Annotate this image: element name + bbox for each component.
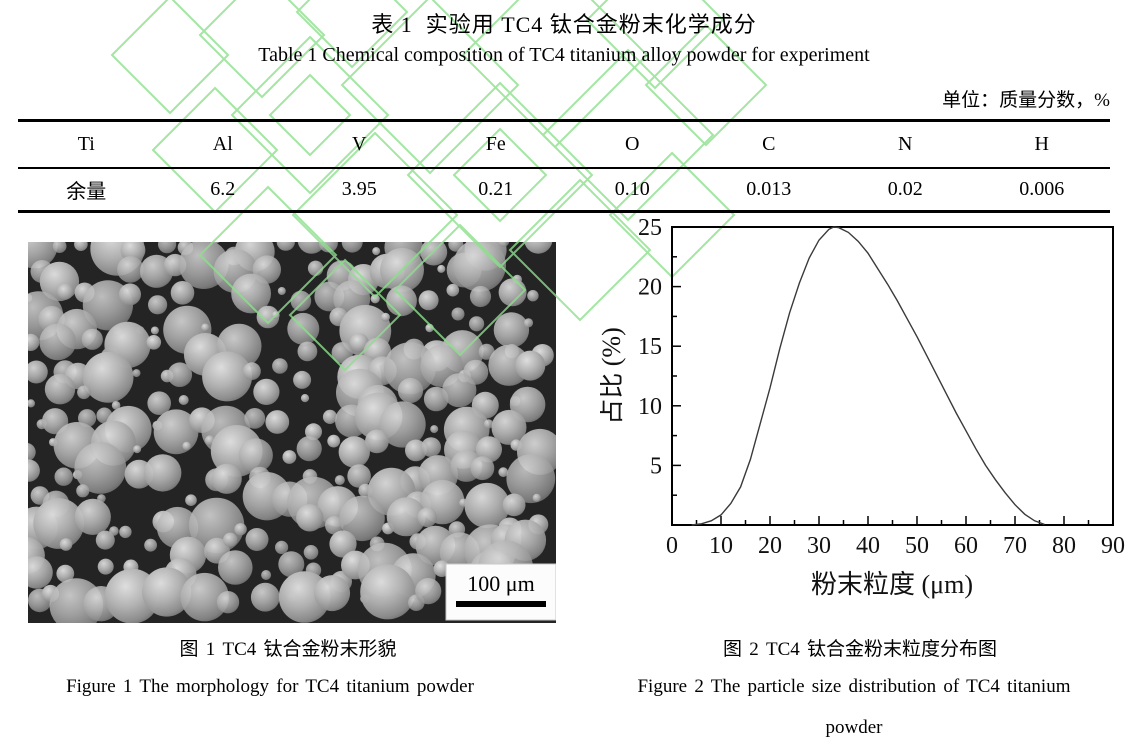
svg-text:0: 0 — [666, 533, 678, 559]
svg-text:15: 15 — [638, 334, 662, 360]
unit-note: 单位：质量分数，% — [942, 90, 1110, 111]
table-cell: 3.95 — [341, 178, 377, 200]
particle-size-chart: 粉末粒度 (μm) 占比 (%) 0 10 20 30 40 50 60 70 80 90 5 10 1… — [597, 212, 1128, 613]
svg-text:30: 30 — [807, 533, 831, 559]
svg-text:70: 70 — [1003, 533, 1027, 559]
sem-figure: 100 μm — [7, 221, 563, 632]
figure2-caption-en-line2: powder — [825, 717, 883, 738]
scale-bar-label: 100 μm — [467, 571, 534, 596]
table-cell: 余量 — [66, 181, 107, 203]
chart-canvas: 粉末粒度 (μm) 占比 (%) 0 10 20 30 40 50 60 70 80 90 5 10 1… — [597, 215, 1125, 599]
table-cell: 0.21 — [478, 178, 514, 200]
svg-text:90: 90 — [1101, 533, 1125, 559]
table-header-cell: C — [700, 120, 837, 169]
scale-bar: 100 μm — [445, 563, 557, 621]
figure1-caption-en: Figure 1 The morphology for TC4 titanium… — [66, 676, 474, 697]
svg-text:50: 50 — [905, 533, 929, 559]
table-value-row: 余量 6.2 3.95 0.21 0.10 0.013 0.02 0.006 — [18, 168, 1110, 212]
chart-xlabel: 粉末粒度 (μm) — [811, 570, 973, 599]
table-header-cell: H — [973, 120, 1110, 169]
table-header-cell: O — [564, 120, 701, 169]
svg-text:10: 10 — [638, 394, 662, 420]
table-header-cell: V — [291, 120, 428, 169]
svg-text:20: 20 — [638, 275, 662, 301]
table-header-cell: Fe — [427, 120, 564, 169]
table-cell: 6.2 — [210, 178, 236, 200]
table-header-row: Ti Al V Fe O C N H — [18, 120, 1110, 169]
figure2-caption-en-line1: Figure 2 The particle size distribution … — [637, 676, 1071, 697]
svg-text:25: 25 — [638, 215, 662, 241]
svg-text:5: 5 — [650, 453, 662, 479]
table-title-zh: 表 1 实验用 TC4 钛合金粉末化学成分 — [371, 12, 757, 37]
scale-bar-line — [456, 601, 546, 607]
chart-ylabel: 占比 (%) — [600, 327, 626, 424]
table-header-cell: Al — [154, 120, 291, 169]
table-cell: 0.006 — [1019, 178, 1065, 200]
table-cell: 0.02 — [887, 178, 923, 200]
svg-text:20: 20 — [758, 533, 782, 559]
table-cell: 0.10 — [614, 178, 650, 200]
table-header-cell: N — [837, 120, 974, 169]
table-title-en: Table 1 Chemical composition of TC4 tita… — [258, 44, 870, 66]
figure2-caption-zh: 图 2 TC4 钛合金粉末粒度分布图 — [722, 639, 998, 660]
figure1-caption-zh: 图 1 TC4 钛合金粉末形貌 — [179, 639, 397, 660]
composition-table: Ti Al V Fe O C N H 余量 6.2 3.95 0.21 0.10… — [18, 119, 1110, 213]
sem-image: 100 μm — [7, 221, 563, 632]
svg-text:80: 80 — [1052, 533, 1076, 559]
table-header-cell: Ti — [18, 120, 155, 169]
svg-text:60: 60 — [954, 533, 978, 559]
scale-bar-box — [445, 563, 557, 621]
table-cell: 0.013 — [746, 178, 792, 200]
svg-text:40: 40 — [856, 533, 880, 559]
svg-text:10: 10 — [709, 533, 733, 559]
